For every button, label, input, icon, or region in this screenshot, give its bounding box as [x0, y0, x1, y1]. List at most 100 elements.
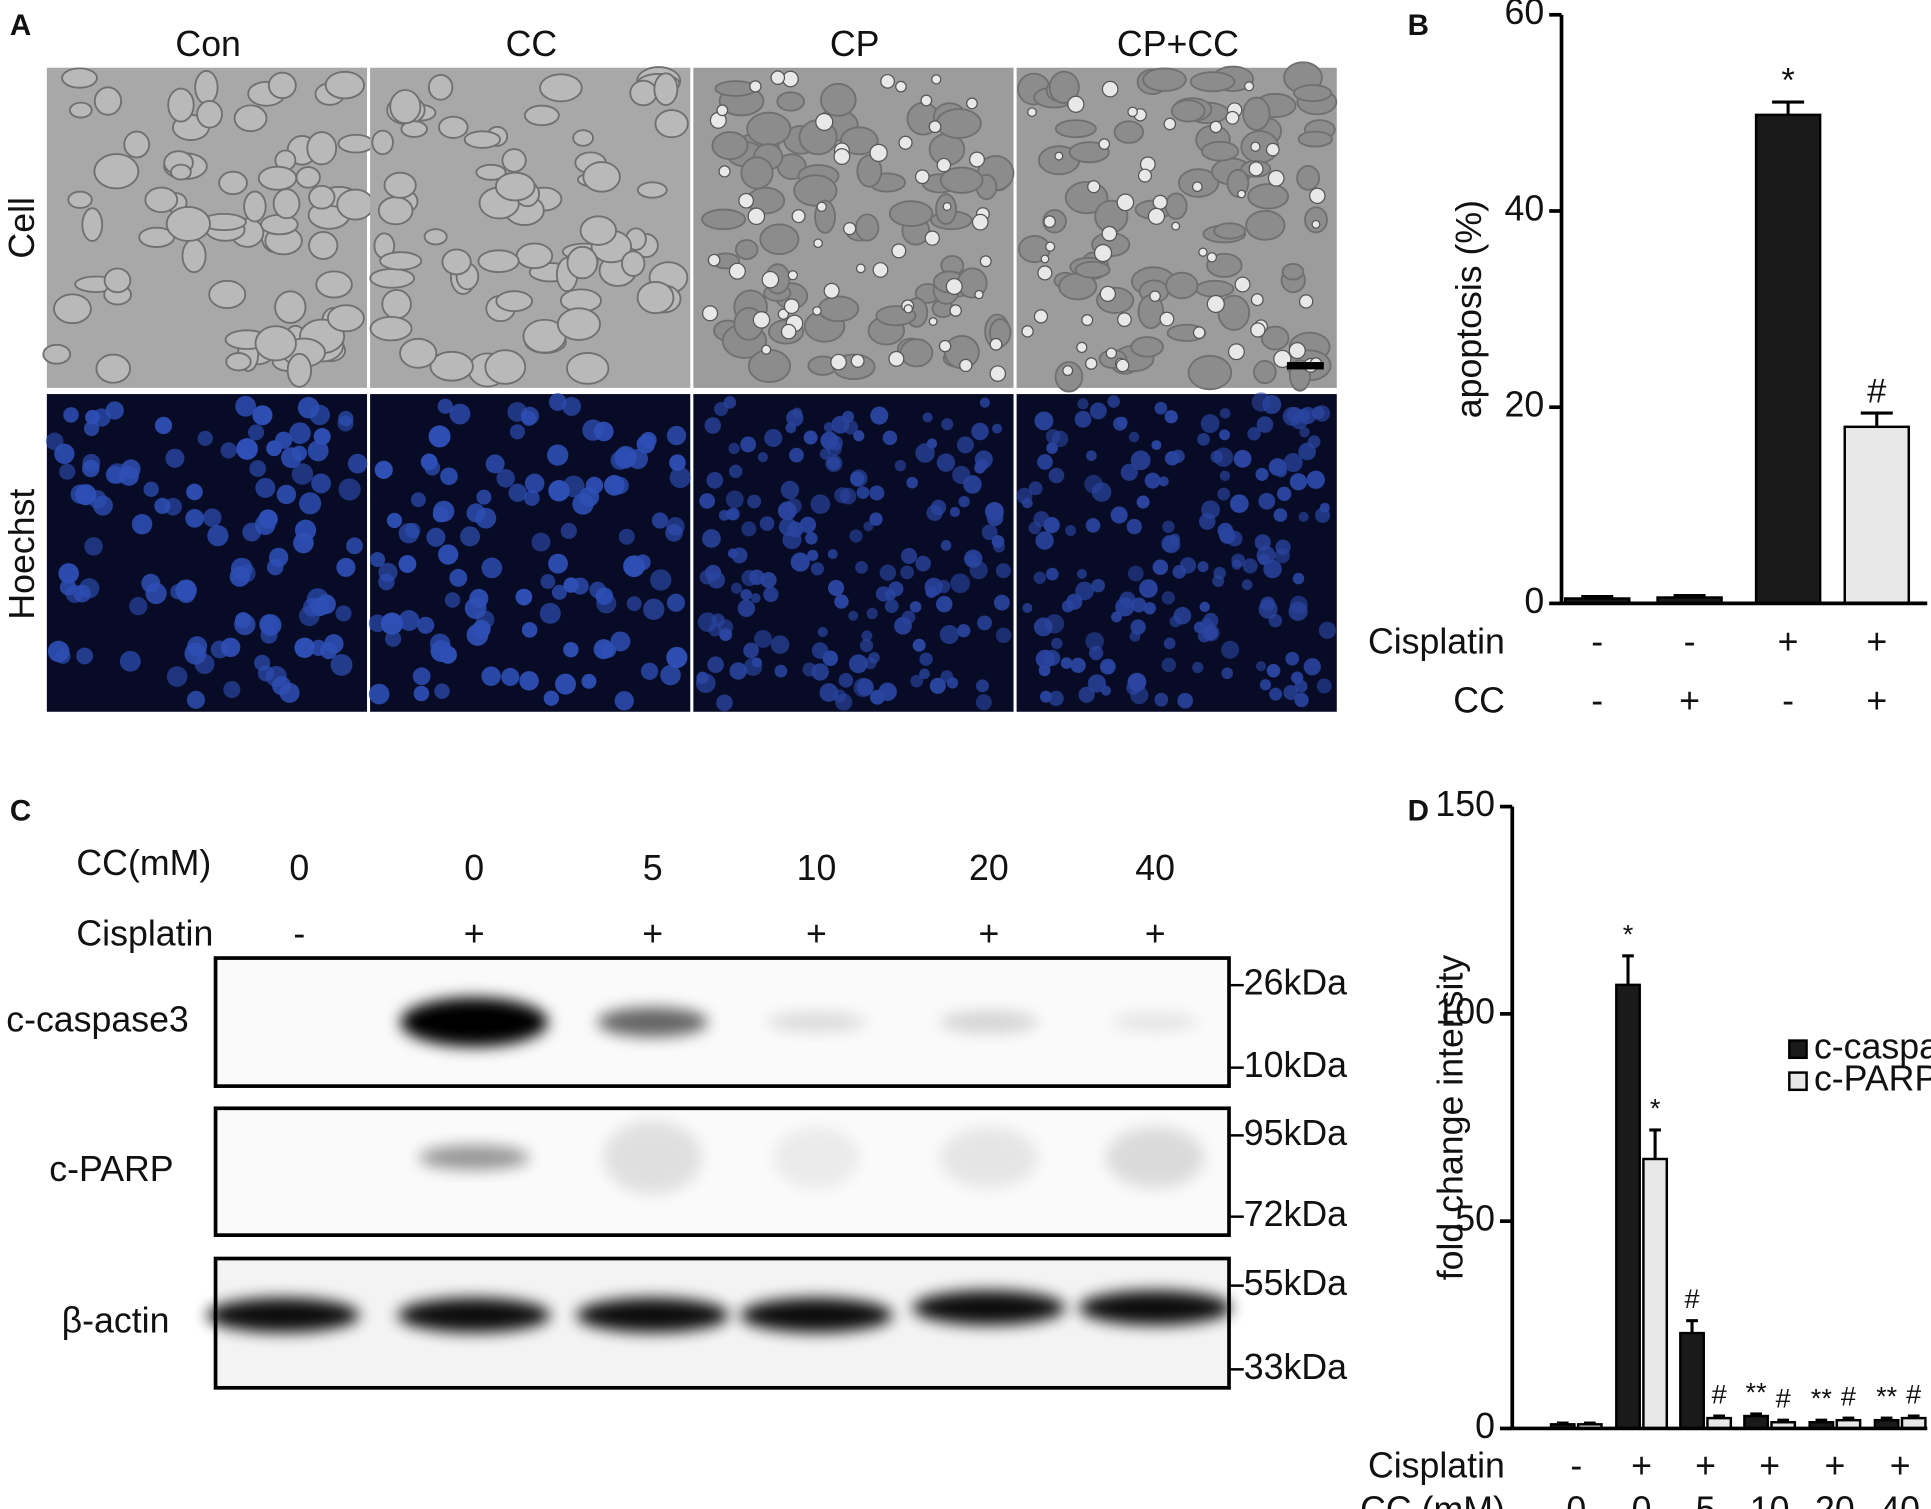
cell — [324, 70, 365, 100]
nucleus — [817, 626, 828, 638]
nucleus — [524, 473, 545, 494]
nucleus — [1259, 679, 1272, 691]
nucleus — [466, 503, 486, 523]
nucleus — [260, 626, 278, 644]
nucleus — [449, 568, 468, 587]
round-cell — [1250, 322, 1266, 338]
nucleus — [940, 670, 954, 683]
nucleus — [957, 624, 971, 638]
round-cell — [869, 143, 888, 163]
cell — [371, 129, 394, 156]
nucleus — [774, 664, 788, 678]
cell — [1054, 119, 1097, 139]
nucleus — [941, 418, 954, 431]
nucleus — [1085, 518, 1101, 533]
nucleus — [1046, 442, 1058, 454]
cell — [81, 207, 104, 242]
nucleus — [1230, 494, 1249, 513]
band — [418, 1145, 530, 1170]
nucleus — [82, 459, 100, 478]
nucleus — [875, 586, 892, 602]
round-cell — [914, 169, 930, 185]
band — [400, 997, 549, 1047]
condition-value: 0 — [1632, 1490, 1652, 1509]
round-cell — [1116, 193, 1135, 212]
nucleus — [878, 682, 897, 701]
nucleus — [426, 527, 446, 547]
round-cell — [1225, 110, 1240, 125]
annotation: * — [1623, 918, 1634, 949]
nucleus — [1177, 692, 1194, 709]
round-cell — [1234, 276, 1251, 293]
round-cell — [1099, 285, 1116, 303]
cell — [1253, 360, 1277, 385]
nucleus — [1070, 657, 1086, 673]
cell — [383, 171, 417, 199]
round-cell — [1037, 265, 1053, 281]
nucleus — [1201, 500, 1220, 520]
annotation: ** — [1746, 1376, 1768, 1407]
nucleus — [540, 574, 556, 589]
nucleus — [926, 438, 938, 449]
cc-value: 0 — [464, 848, 484, 888]
round-cell — [924, 230, 940, 246]
cell — [61, 67, 98, 89]
nucleus — [589, 581, 607, 599]
nucleus — [252, 405, 273, 426]
nucleus — [1060, 657, 1073, 670]
nucleus — [894, 459, 907, 472]
round-cell — [989, 365, 1007, 382]
cell — [306, 131, 338, 166]
annotation: # — [1776, 1383, 1791, 1414]
nucleus — [1217, 487, 1231, 501]
cell — [103, 267, 132, 294]
nucleus — [995, 627, 1012, 644]
cell — [484, 349, 527, 385]
round-cell — [815, 112, 834, 131]
nucleus — [236, 438, 258, 460]
nucleus — [547, 444, 569, 466]
nucleus — [166, 666, 188, 687]
condition-value: 0 — [1566, 1490, 1586, 1509]
nucleus — [1076, 568, 1087, 579]
nucleus — [909, 601, 922, 613]
nucleus — [940, 540, 952, 551]
condition-value: 20 — [1815, 1490, 1855, 1509]
cell — [1054, 361, 1084, 393]
cell — [123, 130, 151, 159]
round-cell — [966, 97, 978, 110]
nucleus — [764, 428, 783, 447]
cell — [1213, 222, 1246, 240]
nucleus — [750, 593, 761, 604]
row-label: Hoechst — [2, 489, 42, 620]
round-cell — [1159, 311, 1175, 327]
cell — [1293, 84, 1333, 103]
nucleus — [1212, 574, 1225, 587]
nucleus — [297, 396, 320, 419]
cell — [243, 190, 267, 223]
nucleus — [509, 424, 525, 440]
nucleus — [1316, 678, 1332, 694]
condition-value: - — [1684, 621, 1696, 661]
round-cell — [1191, 181, 1203, 193]
nucleus — [754, 629, 772, 648]
cell — [495, 290, 533, 313]
nucleus — [807, 549, 819, 562]
nucleus — [1294, 692, 1309, 708]
cell — [1048, 70, 1080, 104]
nucleus — [956, 436, 974, 454]
round-cell — [833, 148, 851, 166]
cell — [427, 73, 454, 101]
round-cell — [761, 270, 780, 289]
condition-value: - — [1591, 621, 1603, 661]
y-axis-label: apoptosis (%) — [1449, 200, 1489, 418]
nucleus — [888, 581, 904, 597]
nucleus — [604, 474, 625, 496]
nucleus — [237, 564, 256, 583]
nucleus — [316, 594, 336, 615]
nucleus — [636, 434, 656, 454]
cell — [839, 126, 879, 156]
cell — [1217, 294, 1251, 331]
cisplatin-sign: + — [642, 913, 663, 953]
nucleus — [975, 694, 992, 711]
